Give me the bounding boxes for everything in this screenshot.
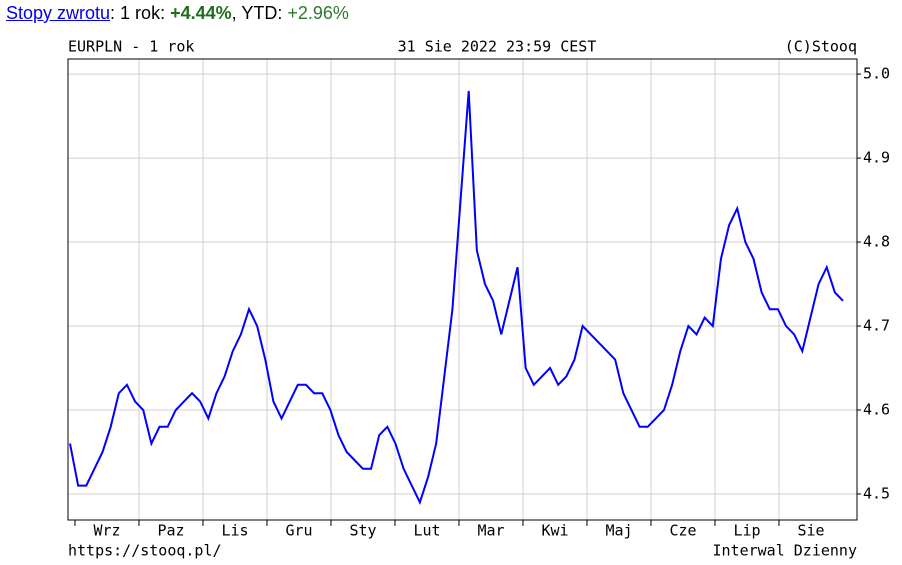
x-tick-label: Paz <box>157 522 184 540</box>
y-tick-label: 4.9 <box>863 149 890 167</box>
x-tick-label: Cze <box>669 522 696 540</box>
y-tick-label: 4.6 <box>863 400 890 418</box>
period-label: : 1 rok: <box>110 3 171 23</box>
x-tick-label: Gru <box>285 522 312 540</box>
x-tick-label: Maj <box>605 522 632 540</box>
returns-link[interactable]: Stopy zwrotu <box>6 3 111 23</box>
chart-date: 31 Sie 2022 23:59 CEST <box>398 38 597 56</box>
x-tick-label: Sty <box>349 522 376 540</box>
y-tick-label: 4.7 <box>863 317 890 335</box>
y-tick-label: 4.5 <box>863 484 890 502</box>
chart-title: EURPLN - 1 rok <box>68 38 194 56</box>
y-tick-label: 4.8 <box>863 233 890 251</box>
x-tick-label: Lip <box>733 522 760 540</box>
x-tick-label: Kwi <box>541 522 568 540</box>
x-tick-label: Mar <box>477 522 504 540</box>
x-tick-label: Lis <box>221 522 248 540</box>
chart-url: https://stooq.pl/ <box>68 542 222 560</box>
plot-area <box>68 59 857 520</box>
chart-interval: Interwal Dzienny <box>713 542 858 560</box>
ytd-label: , YTD: <box>231 3 288 23</box>
chart-source: (C)Stooq <box>785 38 857 56</box>
x-tick-label: Sie <box>797 522 824 540</box>
x-tick-label: Lut <box>413 522 440 540</box>
returns-header: Stopy zwrotu: 1 rok: +4.44%, YTD: +2.96% <box>6 3 349 24</box>
period-return: +4.44% <box>170 3 232 23</box>
ytd-return: +2.96% <box>287 3 349 23</box>
x-tick-label: Wrz <box>93 522 120 540</box>
price-line <box>69 90 844 506</box>
plot-frame <box>67 58 858 521</box>
y-tick-label: 5.0 <box>863 65 890 83</box>
